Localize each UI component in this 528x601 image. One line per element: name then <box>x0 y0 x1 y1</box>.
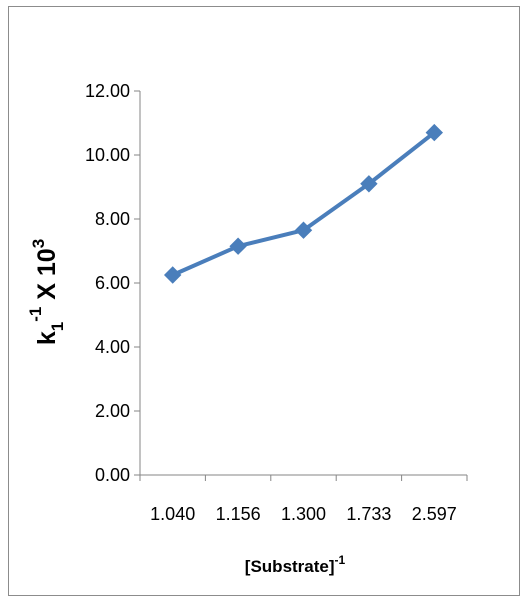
y-axis-ticks: 0.00 2.00 4.00 6.00 8.00 10.00 12.00 <box>85 81 140 485</box>
data-point-marker <box>163 266 182 284</box>
data-point-marker <box>229 237 247 255</box>
x-tick-label: 1.156 <box>216 504 261 524</box>
x-axis-ticks: 1.040 1.156 1.300 1.733 2.597 <box>139 475 468 524</box>
data-point-marker <box>360 175 378 193</box>
chart-frame <box>8 6 520 596</box>
x-tick-label: 2.597 <box>412 504 457 524</box>
y-axis-label: k1-1 X 103 <box>26 239 67 345</box>
y-tick-label: 4.00 <box>95 337 130 357</box>
y-tick-label: 8.00 <box>95 209 130 229</box>
y-tick-label: 6.00 <box>95 273 130 293</box>
y-tick-label: 0.00 <box>95 465 130 485</box>
y-tick-label: 2.00 <box>95 401 130 421</box>
data-point-marker <box>425 123 444 142</box>
x-tick-label: 1.300 <box>281 504 326 524</box>
data-series <box>163 123 444 284</box>
x-axis-label: [Substrate]-1 <box>245 553 346 576</box>
series-line <box>171 131 436 277</box>
y-tick-label: 12.00 <box>85 81 130 101</box>
x-tick-label: 1.733 <box>346 504 391 524</box>
x-tick-label: 1.040 <box>150 504 195 524</box>
data-point-marker <box>294 221 313 239</box>
y-tick-label: 10.00 <box>85 145 130 165</box>
